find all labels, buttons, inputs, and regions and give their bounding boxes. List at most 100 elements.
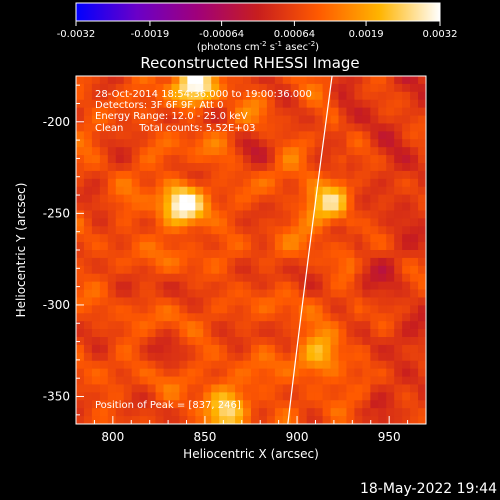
heatmap-cell [306, 337, 316, 346]
heatmap-cell [115, 281, 125, 290]
heatmap-cell [394, 360, 403, 370]
heatmap-cell [251, 76, 260, 85]
heatmap-cell [76, 210, 85, 219]
heatmap-cell [123, 218, 133, 227]
heatmap-cell [362, 352, 371, 362]
heatmap-cell [418, 76, 426, 85]
heatmap-cell [187, 226, 196, 235]
heatmap-cell [402, 76, 411, 85]
heatmap-cell [123, 107, 133, 116]
heatmap-cell [418, 337, 426, 346]
heatmap-cell [76, 123, 85, 132]
heatmap-cell [83, 344, 93, 354]
heatmap-cell [402, 210, 411, 219]
heatmap-cell [163, 250, 172, 259]
heatmap-cell [195, 305, 204, 314]
heatmap-cell [219, 76, 228, 85]
heatmap-cell [187, 273, 196, 283]
heatmap-cell [410, 408, 419, 417]
heatmap-cell [290, 305, 300, 314]
heatmap-cell [147, 376, 156, 385]
heatmap-cell [258, 210, 268, 219]
heatmap-cell [274, 329, 284, 338]
heatmap-cell [298, 123, 308, 132]
heatmap-cell [99, 416, 109, 424]
heatmap-cell [235, 250, 244, 259]
heatmap-cell [107, 91, 117, 101]
heatmap-cell [115, 147, 125, 156]
heatmap-cell [354, 163, 363, 172]
heatmap-cell [219, 321, 228, 330]
heatmap-cell [99, 99, 109, 109]
heatmap-cell [227, 297, 236, 306]
heatmap-cell [362, 250, 371, 259]
heatmap-cell [378, 99, 387, 109]
heatmap-cell [76, 170, 85, 180]
heatmap-cell [107, 107, 117, 116]
heatmap-cell [338, 297, 347, 306]
heatmap-cell [338, 194, 347, 203]
heatmap-cell [171, 186, 180, 196]
heatmap-cell [402, 337, 411, 346]
heatmap-cell [402, 194, 411, 203]
heatmap-cell [298, 344, 308, 354]
heatmap-cell [115, 384, 125, 393]
heatmap-cell [266, 226, 276, 235]
heatmap-cell [243, 273, 252, 283]
heatmap-cell [123, 250, 133, 259]
heatmap-cell [354, 76, 363, 85]
y-tick-label: -250 [43, 206, 70, 220]
heatmap-cell [354, 91, 363, 101]
heatmap-cell [251, 384, 260, 393]
heatmap-cell [314, 408, 323, 417]
heatmap-cell [314, 147, 323, 156]
heatmap-cell [266, 352, 276, 362]
heatmap-cell [266, 408, 276, 417]
heatmap-cell [282, 115, 292, 124]
heatmap-cell [76, 218, 85, 227]
heatmap-cell [179, 352, 188, 362]
heatmap-cell [115, 392, 125, 401]
heatmap-cell [139, 83, 148, 93]
heatmap-cell [203, 297, 212, 306]
heatmap-cell [251, 163, 260, 172]
heatmap-cell [346, 321, 355, 330]
heatmap-cell [91, 368, 101, 377]
heatmap-cell [354, 321, 363, 330]
heatmap-cell [274, 178, 284, 188]
heatmap-cell [258, 147, 268, 156]
heatmap-cell [298, 83, 308, 93]
heatmap-cell [139, 344, 148, 354]
colorbar-gradient [75, 2, 441, 22]
heatmap-cell [211, 368, 220, 377]
heatmap-cell [211, 170, 220, 180]
heatmap-cell [274, 194, 284, 203]
heatmap-cell [179, 178, 188, 188]
heatmap-cell [251, 242, 260, 251]
heatmap-cell [274, 400, 284, 409]
heatmap-cell [83, 281, 93, 290]
heatmap-cell [346, 234, 355, 243]
heatmap-cell [139, 416, 148, 424]
heatmap-cell [378, 329, 387, 338]
heatmap-cell [83, 178, 93, 188]
heatmap-cell [410, 226, 419, 235]
heatmap-cell [123, 242, 133, 251]
heatmap-cell [394, 131, 403, 140]
heatmap-cell [195, 313, 204, 322]
heatmap-cell [306, 250, 316, 259]
heatmap-cell [282, 360, 292, 370]
heatmap-cell [123, 202, 133, 211]
heatmap-cell [211, 91, 220, 101]
heatmap-cell [410, 305, 419, 314]
heatmap-cell [115, 99, 125, 109]
heatmap-cell [370, 297, 379, 306]
heatmap-cell [418, 257, 426, 267]
heatmap-cell [394, 155, 403, 164]
heatmap-cell [227, 368, 236, 377]
heatmap-cell [243, 289, 252, 298]
heatmap-cell [195, 202, 204, 211]
heatmap-cell [330, 91, 339, 101]
heatmap-cell [274, 265, 284, 275]
heatmap-cell [235, 368, 244, 377]
